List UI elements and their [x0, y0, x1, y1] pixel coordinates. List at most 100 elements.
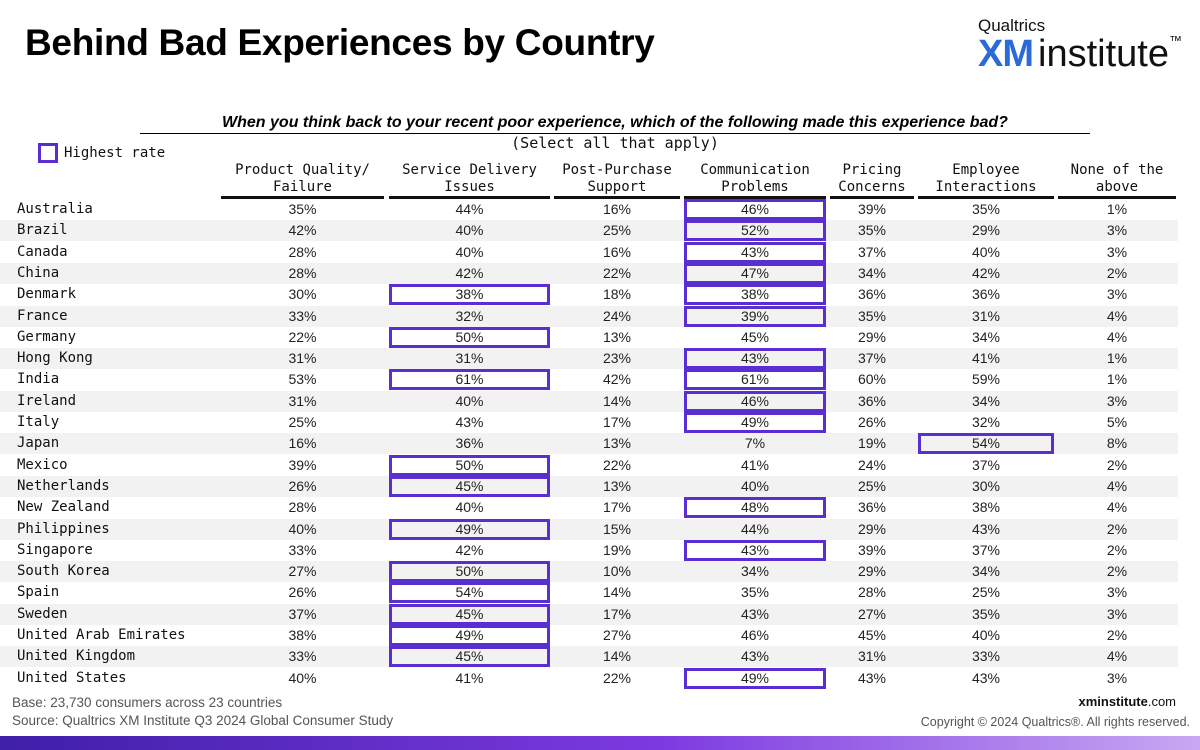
table-cell: 10%	[602, 563, 632, 580]
table-cell: 38%	[971, 499, 1001, 516]
table-cell: 34%	[971, 392, 1001, 409]
table-cell: 1%	[1106, 201, 1128, 217]
table-cell: 17%	[602, 414, 632, 430]
table-cell: 40%	[455, 222, 484, 239]
table-cell: 17%	[602, 605, 632, 622]
table-cell: 43%	[740, 350, 770, 367]
column-header-label: None of the above	[1070, 162, 1164, 195]
table-cell: 13%	[602, 328, 632, 345]
table-cell: 49%	[740, 414, 770, 430]
table-cell: 42%	[455, 264, 484, 281]
country-label: Philippines	[17, 520, 110, 537]
table-cell: 26%	[288, 584, 317, 601]
table-cell: 31%	[971, 307, 1001, 324]
table-cell: 42%	[288, 222, 317, 239]
table-cell: 29%	[857, 328, 887, 345]
table-row: Italy 25% 43% 17% 49% 26% 32% 5%	[0, 412, 1200, 433]
table-cell: 27%	[288, 563, 317, 580]
table-cell: 16%	[602, 243, 632, 260]
table-cell: 32%	[971, 414, 1001, 430]
row-background	[0, 518, 1178, 540]
row-background	[0, 561, 1178, 583]
table-cell: 37%	[971, 541, 1001, 558]
copyright: Copyright © 2024 Qualtrics®. All rights …	[920, 715, 1190, 729]
table-cell: 26%	[857, 414, 887, 430]
table-cell: 3%	[1106, 392, 1128, 409]
table-cell: 38%	[740, 286, 770, 303]
table-cell: 37%	[857, 243, 887, 260]
table-cell: 4%	[1106, 499, 1128, 516]
table-cell: 25%	[857, 477, 887, 494]
table-cell: 32%	[455, 307, 484, 324]
table-cell: 52%	[740, 222, 770, 239]
table-cell: 43%	[455, 414, 484, 430]
table-cell: 40%	[740, 477, 770, 494]
table-cell: 3%	[1106, 286, 1128, 303]
row-background	[0, 475, 1178, 497]
country-label: Australia	[17, 201, 93, 217]
table-cell: 47%	[740, 264, 770, 281]
table-cell: 49%	[740, 669, 770, 686]
table-cell: 13%	[602, 477, 632, 494]
table-cell: 50%	[455, 563, 484, 580]
table-cell: 29%	[971, 222, 1001, 239]
table-cell: 31%	[288, 350, 317, 367]
country-label: United Kingdom	[17, 648, 136, 665]
table-cell: 15%	[602, 520, 632, 537]
survey-subquestion: (Select all that apply)	[511, 134, 719, 152]
table-cell: 35%	[857, 307, 887, 324]
country-label: Sweden	[17, 605, 68, 622]
table-cell: 54%	[971, 435, 1001, 452]
table-cell: 27%	[602, 627, 632, 643]
table-cell: 59%	[971, 371, 1001, 388]
table-cell: 3%	[1106, 243, 1128, 260]
table-cell: 25%	[288, 414, 317, 430]
table-cell: 31%	[288, 392, 317, 409]
table-cell: 42%	[971, 264, 1001, 281]
table-cell: 14%	[602, 648, 632, 665]
row-background	[0, 390, 1178, 412]
column-header: Post-Purchase Support	[554, 162, 680, 199]
table-cell: 40%	[288, 520, 317, 537]
table-cell: 3%	[1106, 605, 1128, 622]
country-label: South Korea	[17, 563, 110, 580]
table-cell: 3%	[1106, 584, 1128, 601]
table-cell: 4%	[1106, 328, 1128, 345]
country-label: China	[17, 264, 60, 281]
table-cell: 1%	[1106, 371, 1128, 388]
column-header-label: Post-Purchase Support	[562, 162, 672, 195]
website-link[interactable]: xminstitute.com	[1078, 694, 1176, 709]
table-cell: 39%	[857, 541, 887, 558]
table-row: Canada 28% 40% 16% 43% 37% 40% 3%	[0, 241, 1200, 263]
table-row: New Zealand 28% 40% 17% 48% 36% 38% 4%	[0, 497, 1200, 519]
table-cell: 42%	[455, 541, 484, 558]
table-cell: 35%	[740, 584, 770, 601]
table-row: Spain 26% 54% 14% 35% 28% 25% 3%	[0, 582, 1200, 604]
table-cell: 24%	[857, 456, 887, 473]
table-cell: 25%	[602, 222, 632, 239]
table-cell: 4%	[1106, 477, 1128, 494]
row-background	[0, 262, 1178, 284]
table-cell: 40%	[971, 627, 1001, 643]
column-header: Product Quality/ Failure	[221, 162, 384, 199]
column-header: Pricing Concerns	[830, 162, 914, 199]
country-label: Canada	[17, 243, 68, 260]
table-cell: 35%	[971, 605, 1001, 622]
table-cell: 40%	[455, 499, 484, 516]
legend: Highest rate	[38, 143, 165, 163]
table-row: United Arab Emirates 38% 49% 27% 46% 45% 40% 2%	[0, 625, 1200, 646]
country-label: Denmark	[17, 286, 77, 303]
table-row: Sweden 37% 45% 17% 43% 27% 35% 3%	[0, 603, 1200, 625]
country-label: Ireland	[17, 392, 77, 409]
table-cell: 39%	[857, 201, 887, 217]
country-label: Italy	[17, 414, 60, 430]
table-cell: 45%	[857, 627, 887, 643]
table-cell: 34%	[740, 563, 770, 580]
table-cell: 3%	[1106, 222, 1128, 239]
table-cell: 61%	[740, 371, 770, 388]
table-cell: 41%	[740, 456, 770, 473]
table-cell: 42%	[602, 371, 632, 388]
table-cell: 54%	[455, 584, 484, 601]
country-label: Brazil	[17, 222, 68, 239]
table-row: South Korea 27% 50% 10% 34% 29% 34% 2%	[0, 561, 1200, 583]
